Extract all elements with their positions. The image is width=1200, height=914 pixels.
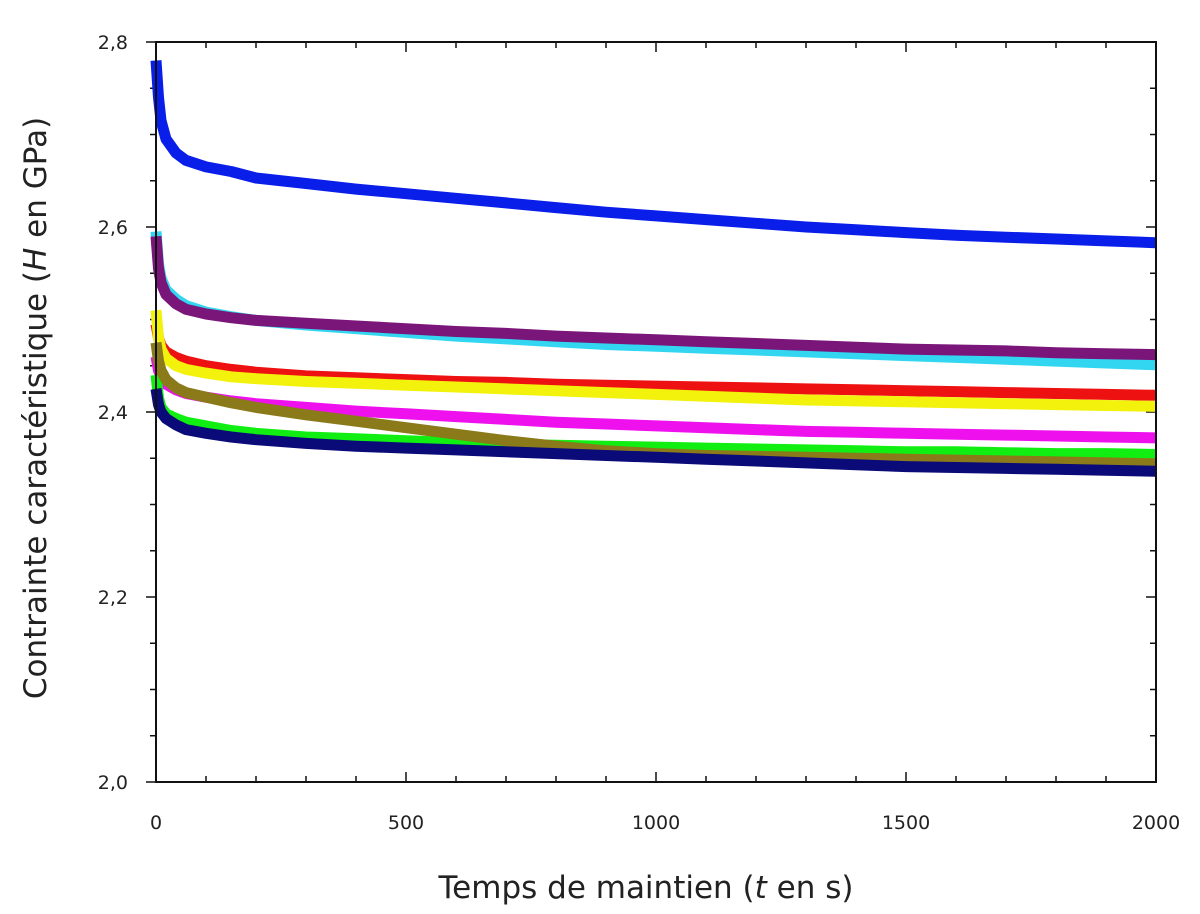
x-tick-label: 1500 xyxy=(882,812,930,834)
y-axis-title: Contrainte caractéristique (H en GPa) xyxy=(18,117,54,699)
x-tick-label: 0 xyxy=(150,812,162,834)
tick-labels: 0 500 1000 1500 2000 2,0 2,2 2,4 2,6 2,8 xyxy=(98,32,1180,834)
x-tick-label: 500 xyxy=(388,812,424,834)
y-tick-label: 2,6 xyxy=(98,217,128,239)
x-axis-title: Temps de maintien (t en s) xyxy=(438,870,854,906)
series-line-4 xyxy=(150,323,1157,401)
series-line-9 xyxy=(150,388,1157,477)
y-tick-label: 2,0 xyxy=(98,772,128,794)
series-layer xyxy=(150,60,1157,477)
x-tick-label: 1000 xyxy=(632,812,680,834)
series-line-5 xyxy=(150,309,1157,412)
series-line-1 xyxy=(150,60,1157,249)
x-tick-label: 2000 xyxy=(1132,812,1180,834)
plot-frame xyxy=(155,41,1157,783)
y-tick-label: 2,8 xyxy=(98,32,128,54)
series-line-8 xyxy=(150,341,1157,470)
y-tick-label: 2,2 xyxy=(98,587,128,609)
series-line-3 xyxy=(150,235,1157,361)
y-tick-label: 2,4 xyxy=(98,402,128,424)
